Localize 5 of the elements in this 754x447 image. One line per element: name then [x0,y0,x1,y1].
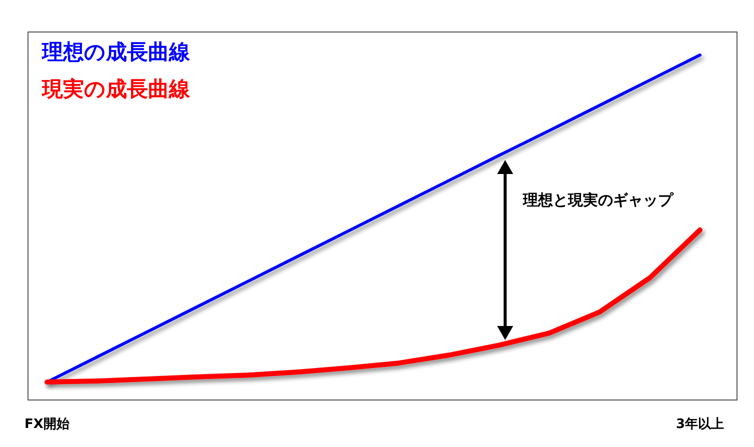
text: 理想の成長曲線 [41,40,191,64]
text: 現実の成長曲線 [41,77,191,101]
x-tick-label: FX開始 [24,417,70,432]
x-tick-label: 3年以上 [676,417,724,432]
annotation: 理想と現実のギャップ [522,191,674,209]
